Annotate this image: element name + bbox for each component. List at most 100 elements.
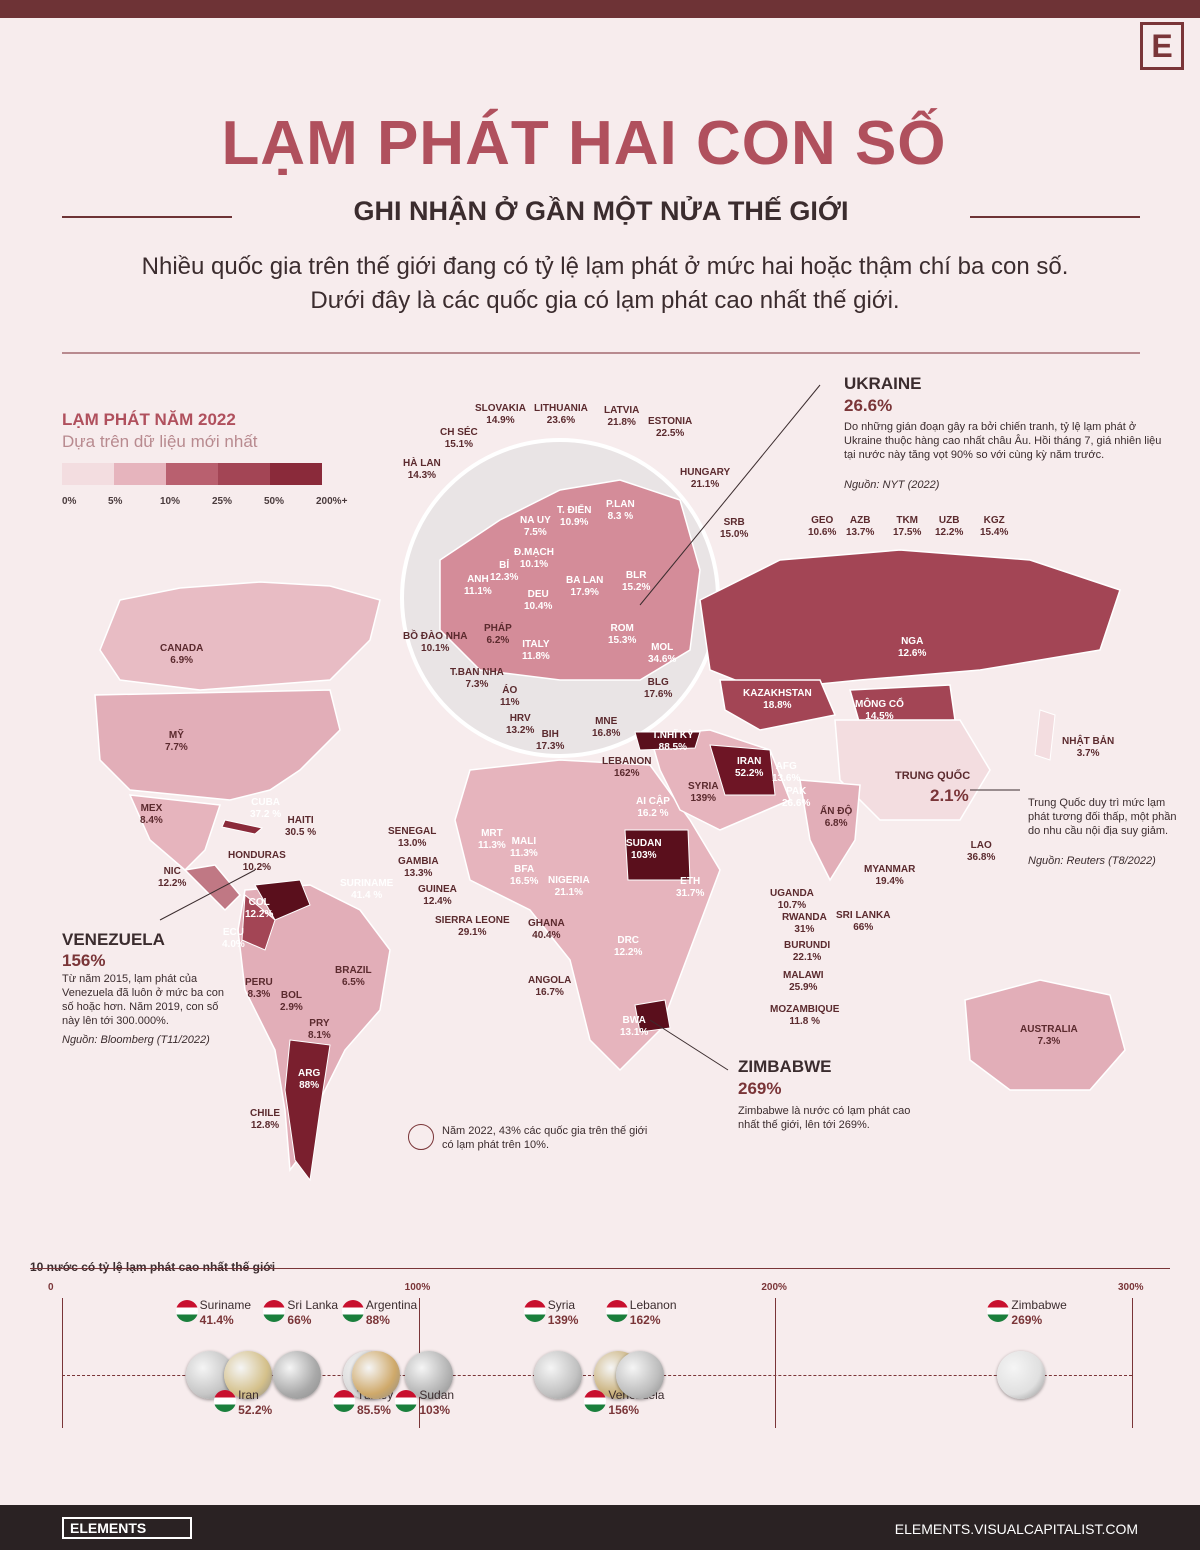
map-label-name: GEO <box>811 515 834 526</box>
map-label-value: 139% <box>690 793 717 804</box>
legend-swatch <box>218 463 270 485</box>
china-callout-name: TRUNG QUỐC <box>895 770 971 782</box>
footer-logo: ELEMENTS <box>62 1517 192 1539</box>
map-label-name: LATVIA <box>604 405 640 416</box>
map-label-name: MOL <box>651 642 674 653</box>
map-label-value: 10.1% <box>519 559 549 570</box>
map-label-name: SENEGAL <box>388 826 437 837</box>
coin-marker <box>224 1351 273 1399</box>
map-label-ch-s-c: CH SÉC 15.1% <box>440 427 478 451</box>
map-label-blr: BLR 15.2% <box>622 570 650 594</box>
map-label-kgz: KGZ 15.4% <box>980 515 1008 539</box>
map-label-value: 10.1% <box>421 643 450 654</box>
map-label-drc: DRC 12.2% <box>614 935 642 959</box>
coin-label: Sri Lanka 66% <box>287 1298 338 1328</box>
map-label-value: 15.2% <box>622 582 651 593</box>
map-label-name: DEU <box>527 589 549 600</box>
map-label-nic: NIC 12.2% <box>158 866 186 890</box>
map-label-srb: SRB 15.0% <box>720 517 748 541</box>
legend-tick: 0% <box>62 496 77 507</box>
map-label-value: 12.8% <box>250 1120 280 1131</box>
flag-icon <box>175 1300 198 1322</box>
coin-label: Zimbabwe 269% <box>1011 1298 1066 1328</box>
map-label-name: HAITI <box>287 815 314 826</box>
map-label-b-o-nha: BỒ ĐÀO NHA 10.1% <box>403 631 467 655</box>
map-label-name: ANGOLA <box>528 975 572 986</box>
china-shape <box>834 719 991 821</box>
map-label-value: 6.2% <box>486 635 510 646</box>
map-label-bfa: BFA 16.5% <box>510 864 538 888</box>
map-label-latvia: LATVIA 21.8% <box>604 405 639 429</box>
map-label-name: HRV <box>509 713 531 724</box>
divider <box>62 352 1140 354</box>
map-label-value: 6.5% <box>341 977 365 988</box>
map-label-value: 34.6% <box>648 654 677 665</box>
map-label-value: 6.8% <box>824 818 848 829</box>
venezuela-callout-source: Nguồn: Bloomberg (T11/2022) <box>62 1034 210 1046</box>
top-bar <box>0 0 1200 18</box>
map-label-value: 22.5% <box>655 428 685 439</box>
map-label-t-nh-k-: T.NHĨ KỲ 88.5% <box>652 730 694 754</box>
map-label-name: ANH <box>467 574 489 585</box>
coin-country: Argentina <box>365 1298 418 1312</box>
map-label-value: 12.2% <box>614 947 643 958</box>
map-label-name: LITHUANIA <box>534 403 588 414</box>
map-label-name: PHÁP <box>484 623 512 634</box>
map-label-value: 17.5% <box>893 527 922 538</box>
map-label-value: 7.3% <box>1037 1036 1061 1047</box>
map-label-value: 14.5% <box>865 711 894 722</box>
map-label-name: MALAWI <box>783 970 824 981</box>
map-label-name: NA UY <box>520 515 551 526</box>
x-gridline <box>1132 1298 1133 1428</box>
map-label-name: TKM <box>896 515 919 526</box>
map-label-bih: BIH 17.3% <box>536 729 564 753</box>
map-label-name: ECU <box>222 927 244 938</box>
china-callout-source: Nguồn: Reuters (T8/2022) <box>1028 855 1156 867</box>
zimbabwe-callout-name: ZIMBABWE <box>738 1057 832 1076</box>
map-label-name: PRY <box>309 1018 330 1029</box>
map-label-na-uy: NA UY 7.5% <box>520 515 551 539</box>
map-label-slovakia: SLOVAKIA 14.9% <box>475 403 526 427</box>
map-label-value: 13.0% <box>397 838 427 849</box>
map-label-chile: CHILE 12.8% <box>250 1108 280 1132</box>
coin-label: Syria 139% <box>548 1298 579 1328</box>
map-label-value: 17.3% <box>536 741 565 752</box>
map-label-value: 88.5% <box>658 742 688 753</box>
map-label-value: 17.9% <box>570 587 599 598</box>
map-label-value: 6.9% <box>170 655 194 666</box>
map-label-name: MÔNG CỔ <box>855 699 904 710</box>
map-label-pak: PAK 26.6% <box>782 786 810 810</box>
map-label-peru: PERU 8.3% <box>245 977 273 1001</box>
china-callout-text: Trung Quốc duy trì mức lạm phát tương đố… <box>1028 797 1177 837</box>
map-label-name: SUDAN <box>626 838 662 849</box>
map-label-tkm: TKM 17.5% <box>893 515 921 539</box>
map-label-name: GUINEA <box>418 884 457 895</box>
map-label-eth: ETH 31.7% <box>676 876 704 900</box>
mexico-shape <box>128 794 222 872</box>
legend-subtitle: Dựa trên dữ liệu mới nhất <box>62 432 258 451</box>
map-label-value: 31.7% <box>676 888 705 899</box>
map-label-value: 11% <box>500 697 520 708</box>
map-label-name: RWANDA <box>782 912 827 923</box>
venezuela-shape <box>254 879 311 921</box>
map-label-value: 26.6% <box>782 798 811 809</box>
map-label-value: 16.2 % <box>637 808 669 819</box>
turkey-shape <box>634 731 701 751</box>
map-label-lao: LAO 36.8% <box>967 840 995 864</box>
map-label-name: SURINAME <box>340 878 394 889</box>
coin-country: Sudan <box>419 1388 455 1402</box>
page-subtitle: GHI NHẬN Ở GẦN MỘT NỬA THẾ GIỚI <box>353 196 849 226</box>
coin-value: 41.4% <box>199 1313 234 1327</box>
map-label-nigeria: NIGERIA 21.1% <box>548 875 590 899</box>
map-label-name: BFA <box>514 864 535 875</box>
cuba-shape <box>221 819 264 835</box>
map-label-name: AZB <box>849 515 871 526</box>
map-label-name: GAMBIA <box>398 856 439 867</box>
venezuela-callout-value: 156% <box>62 951 106 970</box>
europe-shape <box>439 479 701 681</box>
coin-marker <box>533 1351 582 1399</box>
map-label-value: 103% <box>630 850 657 861</box>
legend-tick: 5% <box>108 496 123 507</box>
footer-site[interactable]: ELEMENTS.VISUALCAPITALIST.COM <box>894 1521 1138 1537</box>
map-label-name: GHANA <box>528 918 565 929</box>
